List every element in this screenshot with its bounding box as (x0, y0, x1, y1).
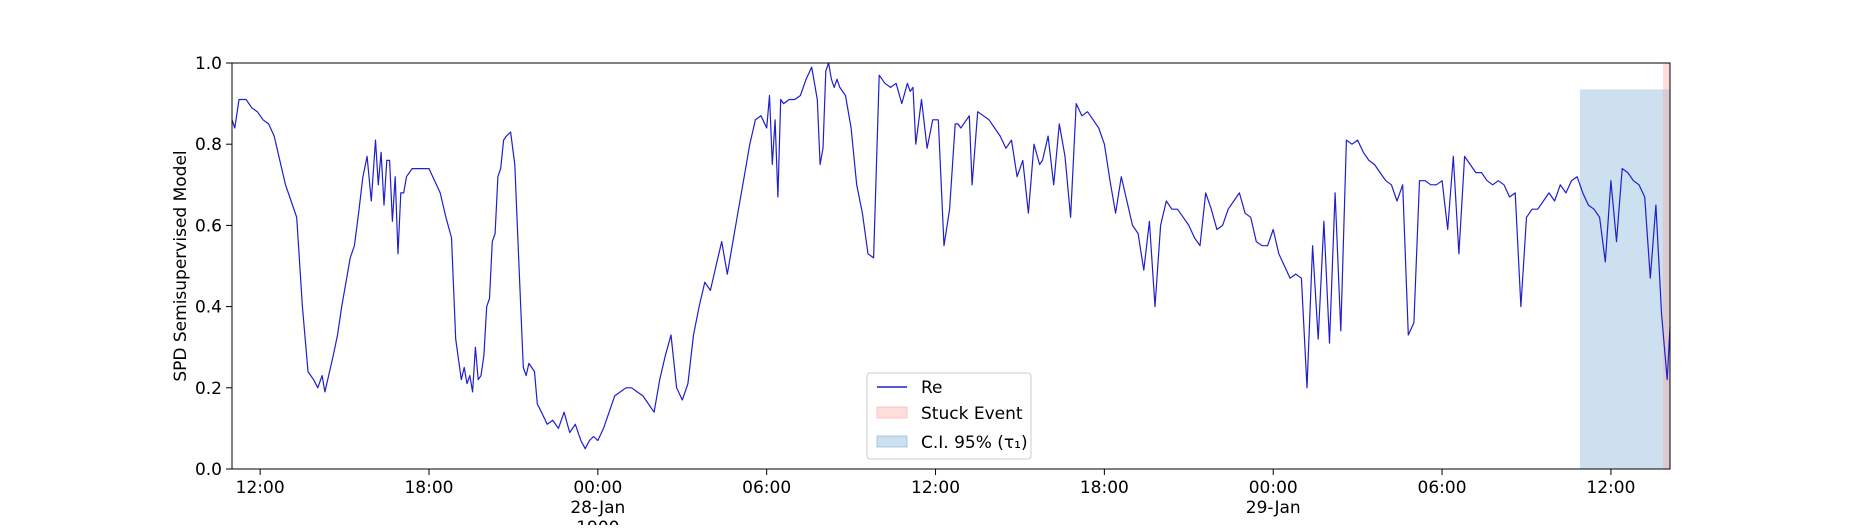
x-tick-label: 18:00 (1080, 478, 1129, 498)
span-band-stuck-event (1662, 63, 1670, 469)
plot-frame (231, 62, 1671, 470)
x-tick-label: 18:00 (404, 478, 453, 498)
x-tick-label: 00:00 (573, 478, 622, 498)
y-tick-label: 0.4 (195, 298, 222, 318)
y-tick-label: 0.8 (195, 135, 222, 155)
legend-frame (866, 372, 1032, 460)
y-tick-label: 1.0 (195, 54, 222, 74)
spans-layer (1579, 63, 1670, 469)
x-tick-label: 12:00 (236, 478, 285, 498)
x-tick-label: 12:00 (911, 478, 960, 498)
x-tick-label: 06:00 (1418, 478, 1467, 498)
legend-patch-ci (876, 435, 908, 448)
legend-label-stuck: Stuck Event (921, 404, 1023, 424)
series-layer (231, 62, 1671, 450)
x-axis: 12:0018:0000:0028-Jan190006:0012:0018:00… (236, 469, 1635, 529)
y-tick-label: 0.2 (195, 379, 222, 399)
y-tick-label: 0.6 (195, 216, 222, 236)
x-tick-year: 1900 (576, 518, 619, 525)
legend-patch-stuck (876, 406, 908, 419)
x-tick-label: 00:00 (1249, 478, 1298, 498)
x-tick-label: 06:00 (742, 478, 791, 498)
legend: Re Stuck Event C.I. 95% (τ₁) (866, 372, 1032, 460)
y-tick-label: 0.0 (195, 460, 222, 480)
x-tick-date: 28-Jan (570, 498, 625, 518)
y-axis: 0.0 0.2 0.4 0.6 0.8 1.0 (195, 54, 232, 480)
series-line-re (231, 62, 1671, 450)
y-axis-label: SPD Semisupervised Model (171, 150, 191, 381)
x-tick-label: 12:00 (1586, 478, 1635, 498)
span-band-ci-95 (1579, 89, 1670, 469)
legend-label-ci: C.I. 95% (τ₁) (921, 433, 1028, 453)
legend-label-re: Re (921, 378, 943, 398)
x-tick-date: 29-Jan (1246, 498, 1301, 518)
